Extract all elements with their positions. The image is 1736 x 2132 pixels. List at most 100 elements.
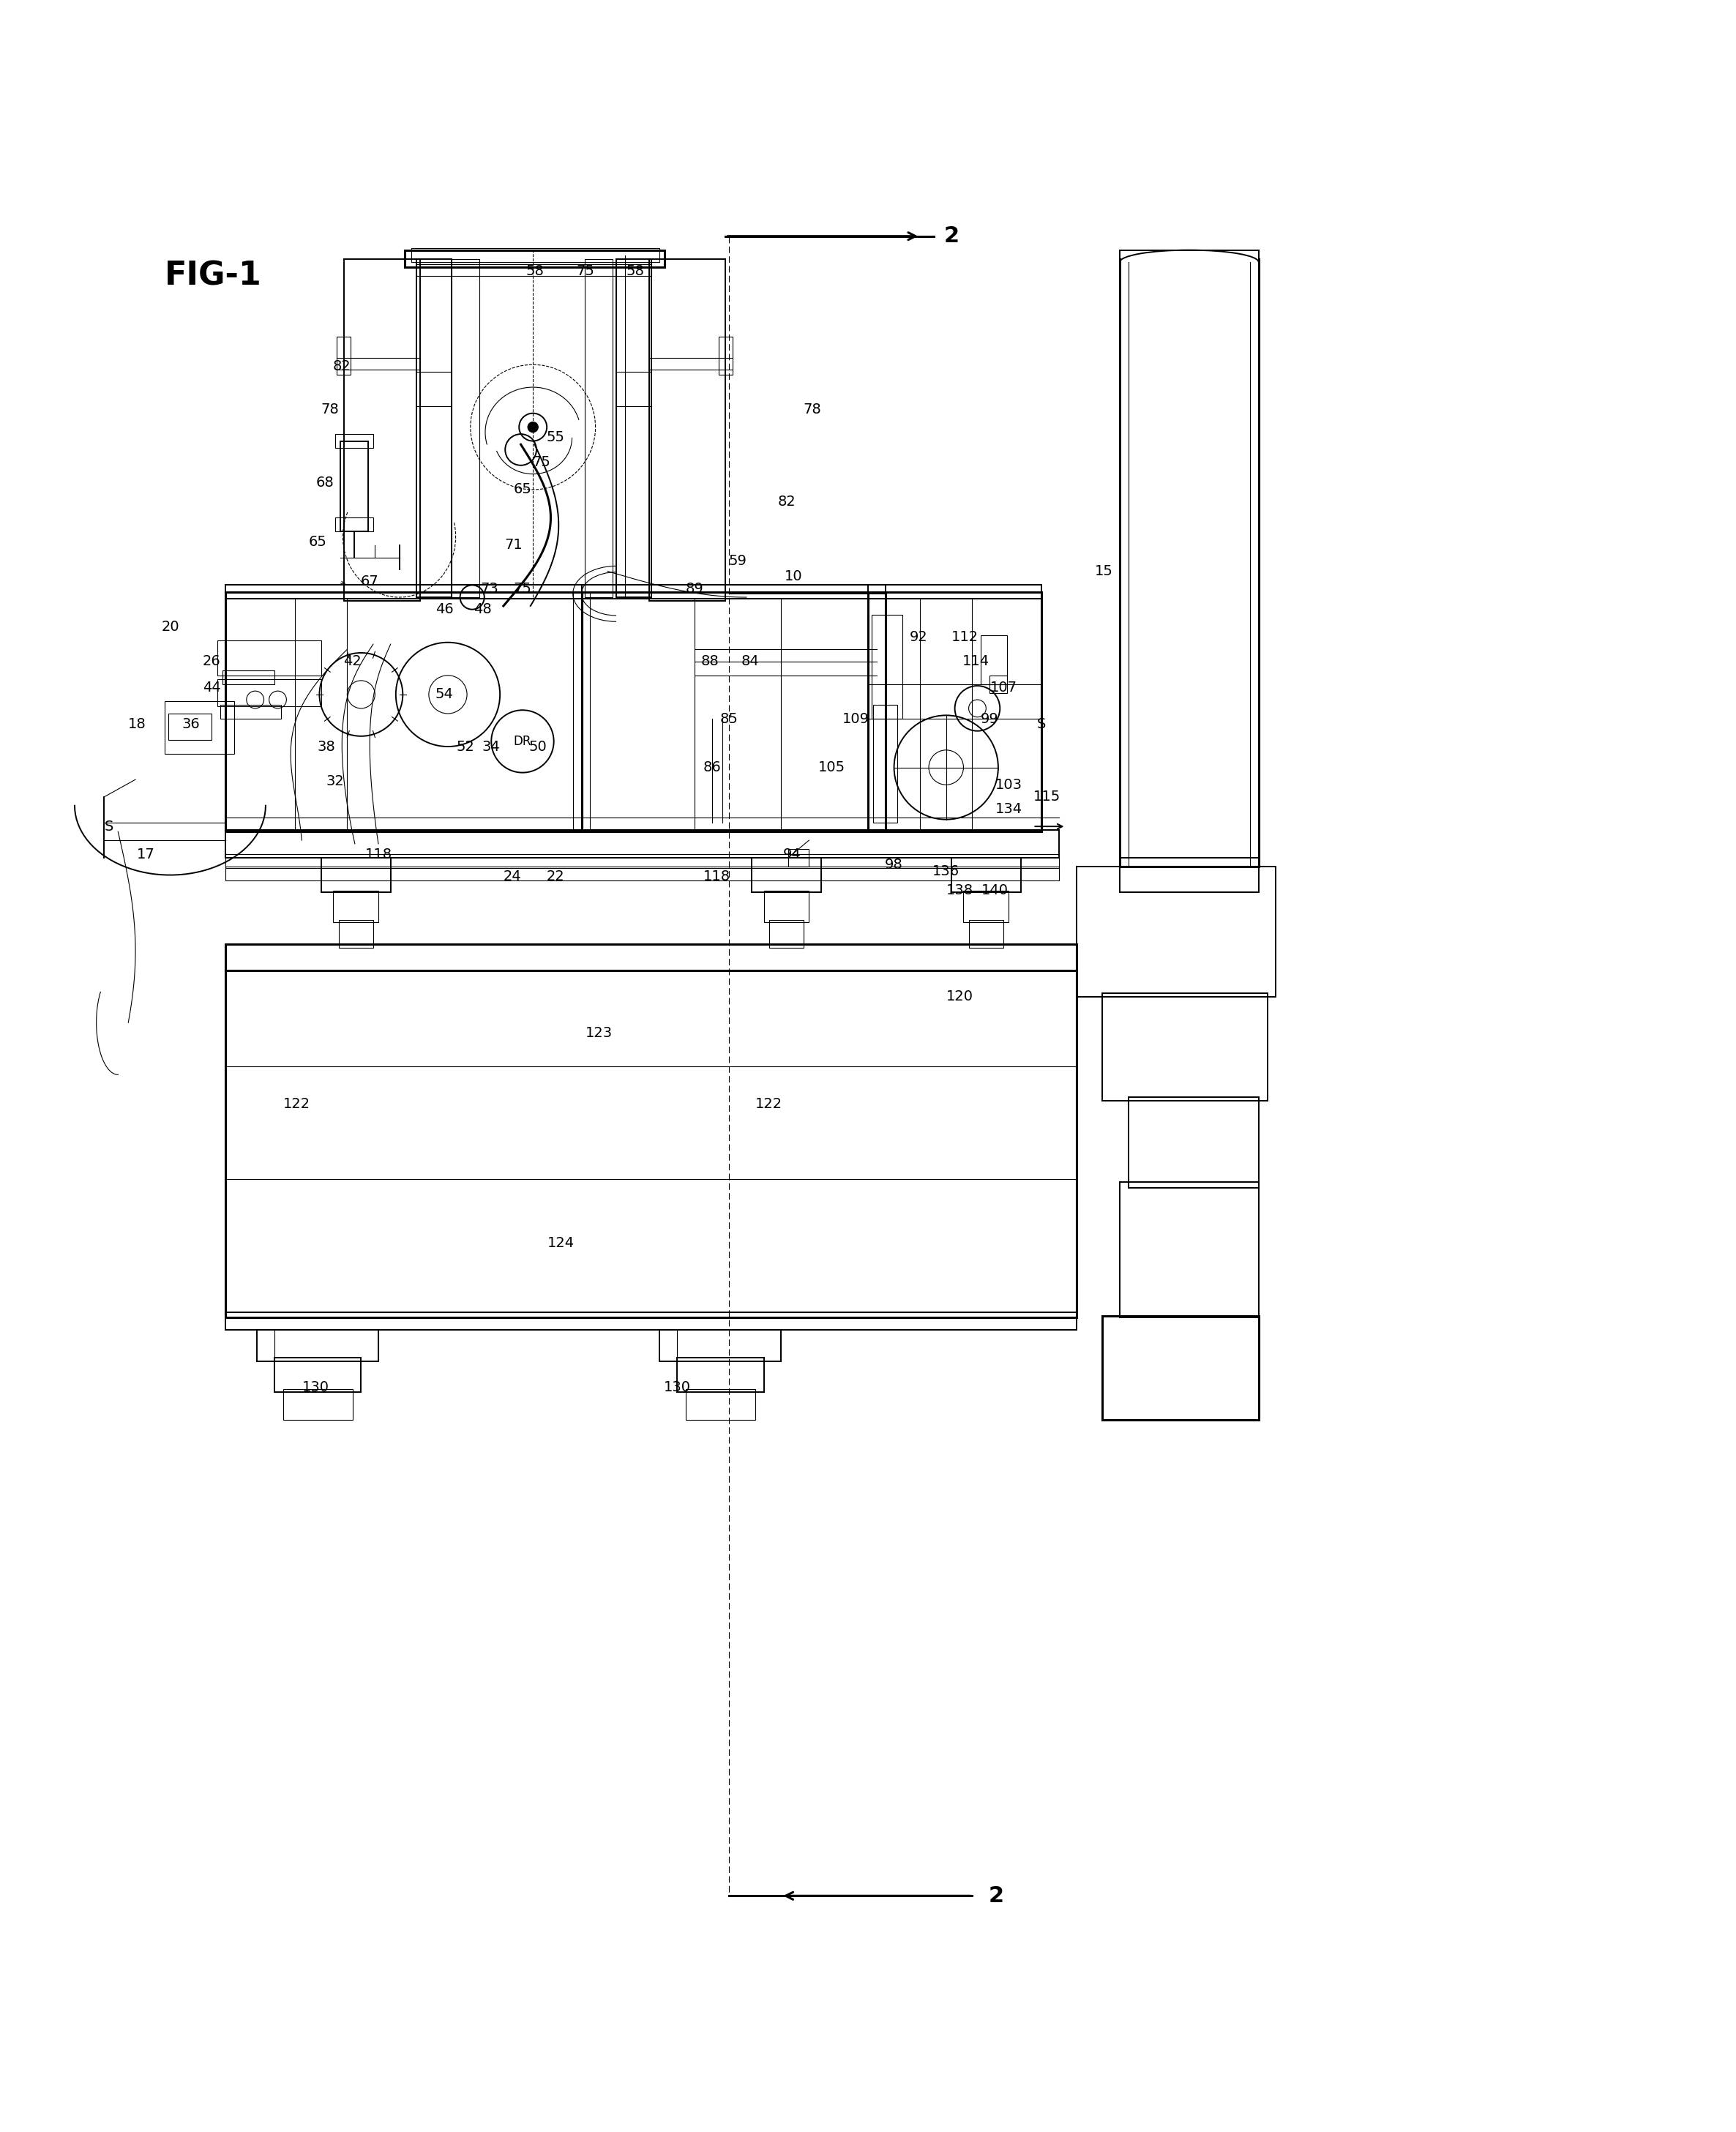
- Bar: [769, 921, 804, 949]
- Text: 109: 109: [842, 712, 870, 725]
- Text: 114: 114: [962, 655, 990, 669]
- Text: 136: 136: [932, 866, 960, 878]
- Bar: [226, 584, 582, 599]
- Bar: [1128, 1098, 1259, 1188]
- Text: 75: 75: [576, 264, 594, 277]
- Text: 20: 20: [161, 620, 179, 633]
- Bar: [321, 857, 391, 893]
- Text: 107: 107: [990, 680, 1017, 695]
- Text: 67: 67: [361, 576, 378, 588]
- Text: DR: DR: [514, 736, 531, 748]
- Bar: [582, 593, 885, 831]
- Bar: [573, 593, 590, 831]
- Text: 82: 82: [333, 360, 351, 373]
- Bar: [344, 258, 420, 601]
- Text: 17: 17: [137, 846, 155, 861]
- Text: 88: 88: [701, 655, 719, 669]
- Text: 52: 52: [457, 740, 474, 753]
- Text: 55: 55: [547, 431, 564, 443]
- Bar: [981, 635, 1007, 684]
- Text: 36: 36: [182, 716, 200, 731]
- Text: 46: 46: [436, 603, 453, 616]
- Text: 75: 75: [533, 454, 550, 469]
- Text: 2: 2: [990, 1885, 1003, 1906]
- Text: 130: 130: [663, 1379, 691, 1394]
- Text: 58: 58: [526, 264, 543, 277]
- Text: 124: 124: [547, 1237, 575, 1249]
- Bar: [226, 829, 1059, 857]
- Text: 2: 2: [944, 226, 958, 247]
- Text: 18: 18: [128, 716, 146, 731]
- Circle shape: [528, 422, 538, 433]
- Bar: [339, 921, 373, 949]
- Text: 123: 123: [585, 1025, 613, 1040]
- Bar: [417, 258, 451, 597]
- Text: 98: 98: [885, 857, 903, 872]
- Text: 112: 112: [951, 631, 979, 644]
- Bar: [274, 1358, 361, 1392]
- Text: 140: 140: [981, 883, 1009, 898]
- Bar: [404, 249, 665, 266]
- Bar: [677, 1358, 764, 1392]
- Bar: [417, 264, 651, 277]
- Bar: [871, 614, 903, 718]
- Text: 65: 65: [514, 482, 531, 497]
- Bar: [649, 258, 726, 601]
- Text: 134: 134: [995, 802, 1023, 817]
- Bar: [1120, 1183, 1259, 1318]
- Text: 78: 78: [321, 403, 339, 416]
- Bar: [451, 258, 479, 597]
- Bar: [220, 706, 281, 718]
- Bar: [873, 706, 898, 823]
- Text: S: S: [104, 819, 115, 834]
- Text: 118: 118: [365, 846, 392, 861]
- Bar: [222, 669, 274, 684]
- Bar: [963, 891, 1009, 921]
- Text: 54: 54: [436, 687, 453, 701]
- Text: 68: 68: [316, 475, 333, 490]
- Text: 122: 122: [283, 1098, 311, 1111]
- Bar: [990, 676, 1007, 693]
- Text: FIG-1: FIG-1: [165, 260, 262, 292]
- Bar: [226, 1313, 1076, 1330]
- Bar: [616, 258, 651, 597]
- Text: 15: 15: [1095, 565, 1113, 578]
- Text: 32: 32: [326, 774, 344, 789]
- Bar: [165, 701, 234, 753]
- Text: 89: 89: [686, 582, 703, 595]
- Bar: [226, 970, 1076, 1318]
- Bar: [868, 593, 1042, 831]
- Text: 26: 26: [203, 655, 220, 669]
- Bar: [585, 258, 613, 597]
- Text: 78: 78: [804, 403, 821, 416]
- Bar: [257, 1330, 378, 1360]
- Text: 99: 99: [981, 712, 998, 725]
- Text: 130: 130: [302, 1379, 330, 1394]
- Text: 84: 84: [741, 655, 759, 669]
- Bar: [686, 1388, 755, 1420]
- Bar: [335, 435, 373, 448]
- Bar: [1102, 1315, 1259, 1420]
- Bar: [217, 642, 321, 676]
- Bar: [1076, 866, 1276, 996]
- Text: 34: 34: [483, 740, 500, 753]
- Text: 59: 59: [729, 554, 746, 567]
- Text: 118: 118: [703, 870, 731, 885]
- Bar: [337, 337, 351, 375]
- Bar: [283, 1388, 352, 1420]
- Bar: [168, 714, 212, 740]
- Bar: [226, 593, 582, 831]
- Bar: [333, 891, 378, 921]
- Text: 105: 105: [818, 761, 845, 774]
- Bar: [951, 857, 1021, 893]
- Text: 92: 92: [910, 631, 927, 644]
- Text: 85: 85: [720, 712, 738, 725]
- Bar: [719, 337, 733, 375]
- Text: 48: 48: [474, 603, 491, 616]
- Bar: [335, 518, 373, 531]
- Bar: [752, 857, 821, 893]
- Text: S: S: [1036, 716, 1047, 731]
- Bar: [411, 247, 660, 262]
- Bar: [226, 944, 1076, 970]
- Bar: [969, 921, 1003, 949]
